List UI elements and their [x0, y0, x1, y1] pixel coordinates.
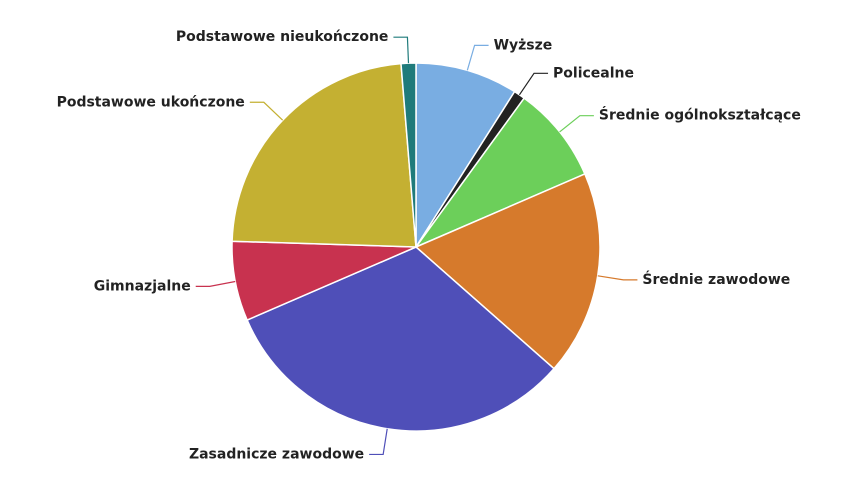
leader-line — [518, 72, 549, 96]
slice-label: Policealne — [553, 65, 634, 81]
leader-line — [393, 36, 410, 64]
slice-label: Zasadnicze zawodowe — [189, 446, 364, 462]
leader-line — [597, 275, 638, 281]
slice-label: Wyższe — [494, 37, 553, 53]
pie-slice — [415, 62, 516, 250]
leader-line — [195, 280, 236, 287]
pie-slice — [413, 97, 586, 249]
pie-slice — [231, 62, 417, 248]
leader-line — [466, 44, 489, 71]
slice-label: Gimnazjalne — [94, 278, 191, 294]
pie-slice — [246, 246, 556, 432]
leader-line — [249, 101, 284, 121]
leader-line — [369, 428, 388, 456]
slice-label: Podstawowe nieukończone — [176, 29, 389, 45]
pie-slice — [400, 62, 417, 248]
slice-label: Średnie zawodowe — [642, 270, 790, 288]
slice-label: Podstawowe ukończone — [57, 94, 245, 110]
slice-label: Średnie ogólnokształcące — [599, 106, 801, 124]
pie-slice — [414, 172, 601, 370]
leader-line — [559, 115, 594, 133]
